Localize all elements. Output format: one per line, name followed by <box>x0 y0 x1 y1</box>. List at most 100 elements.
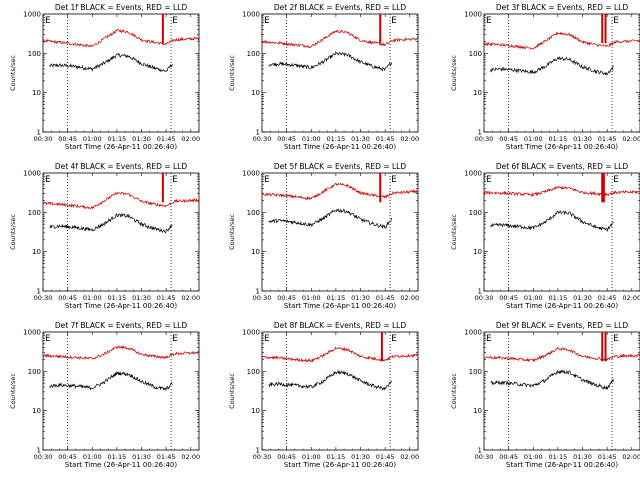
y-tick-label: 100 <box>247 50 260 58</box>
x-axis-label: Start Time (26-Apr-11 00:26:40) <box>65 143 177 151</box>
event-marker: E <box>486 334 492 344</box>
x-tick-label: 00:30 <box>475 294 494 302</box>
x-tick-label: 00:45 <box>58 294 77 302</box>
y-tick-label: 100 <box>28 209 41 217</box>
event-marker: E <box>172 16 178 26</box>
x-tick-label: 01:45 <box>376 294 395 302</box>
x-tick-label: 01:15 <box>549 453 568 461</box>
x-tick-label: 00:45 <box>277 453 296 461</box>
x-tick-label: 01:30 <box>573 453 592 461</box>
event-marker: E <box>264 334 270 344</box>
x-tick-label: 01:00 <box>83 294 102 302</box>
panel-title: Det 3f BLACK = Events, RED = LLD <box>496 3 629 12</box>
x-tick-label: 00:30 <box>34 453 53 461</box>
x-tick-label: 02:00 <box>181 135 200 143</box>
lld-series-line <box>261 346 419 363</box>
x-tick-label: 00:45 <box>58 453 77 461</box>
y-axis-label: Counts/sec <box>228 373 236 409</box>
plot-frame <box>42 172 200 292</box>
x-axis-label: Start Time (26-Apr-11 00:26:40) <box>506 461 618 469</box>
events-series-line <box>49 52 173 73</box>
x-axis-label: Start Time (26-Apr-11 00:26:40) <box>506 143 618 151</box>
x-axis-label: Start Time (26-Apr-11 00:26:40) <box>284 461 396 469</box>
events-series-line <box>49 213 173 234</box>
x-tick-label: 00:45 <box>499 135 518 143</box>
x-tick-label: 01:30 <box>351 294 370 302</box>
x-tick-label: 01:15 <box>327 135 346 143</box>
event-marker: E <box>391 175 397 185</box>
x-tick-label: 01:45 <box>598 294 617 302</box>
event-marker: E <box>613 334 619 344</box>
x-tick-label: 01:15 <box>108 294 127 302</box>
event-marker: E <box>486 175 492 185</box>
panel-det-5: Det 5f BLACK = Events, RED = LLD 1 10 100 10… <box>228 162 419 310</box>
y-tick-label: 1000 <box>23 170 41 178</box>
panel-title: Det 7f BLACK = Events, RED = LLD <box>55 321 188 330</box>
lld-series-line <box>483 346 640 363</box>
y-tick-label: 10 <box>251 407 260 415</box>
x-tick-label: 02:00 <box>622 294 640 302</box>
x-tick-label: 00:45 <box>277 135 296 143</box>
x-tick-label: 00:45 <box>277 294 296 302</box>
x-tick-label: 01:00 <box>524 294 543 302</box>
x-tick-label: 00:30 <box>475 453 494 461</box>
lld-series-line <box>261 29 419 48</box>
x-tick-label: 01:30 <box>132 453 151 461</box>
x-tick-label: 00:45 <box>499 453 518 461</box>
y-tick-label: 100 <box>469 50 482 58</box>
x-tick-label: 02:00 <box>400 135 419 143</box>
y-axis-label: Counts/sec <box>9 214 17 250</box>
y-tick-label: 1000 <box>464 170 482 178</box>
event-marker: E <box>172 334 178 344</box>
panel-det-9: Det 9f BLACK = Events, RED = LLD 1 10 100 10… <box>450 321 640 469</box>
y-tick-label: 100 <box>28 50 41 58</box>
plot-frame <box>261 13 419 133</box>
x-tick-label: 01:30 <box>132 294 151 302</box>
events-series-line <box>49 371 173 392</box>
events-series-line <box>268 369 392 391</box>
x-tick-label: 01:15 <box>108 453 127 461</box>
x-tick-label: 01:15 <box>327 294 346 302</box>
y-axis-label: Counts/sec <box>9 373 17 409</box>
panel-det-7: Det 7f BLACK = Events, RED = LLD 1 10 100 10… <box>9 321 200 469</box>
event-marker: E <box>264 16 270 26</box>
x-tick-label: 01:30 <box>351 135 370 143</box>
x-tick-label: 01:45 <box>157 294 176 302</box>
panel-det-2: Det 2f BLACK = Events, RED = LLD 1 10 100 10… <box>228 3 419 151</box>
y-tick-label: 1 <box>37 129 41 137</box>
y-tick-label: 1000 <box>464 11 482 19</box>
x-axis-label: Start Time (26-Apr-11 00:26:40) <box>506 302 618 310</box>
x-tick-label: 01:00 <box>302 294 321 302</box>
y-axis-label: Counts/sec <box>450 373 458 409</box>
x-tick-label: 00:30 <box>253 135 272 143</box>
events-series-line <box>490 209 614 232</box>
y-tick-label: 10 <box>473 248 482 256</box>
event-marker: E <box>613 175 619 185</box>
panel-title: Det 5f BLACK = Events, RED = LLD <box>274 162 407 171</box>
y-tick-label: 1 <box>37 447 41 455</box>
x-tick-label: 01:15 <box>108 135 127 143</box>
x-tick-label: 00:30 <box>34 135 53 143</box>
event-marker: E <box>172 175 178 185</box>
lld-series-line <box>483 31 640 50</box>
panel-title: Det 1f BLACK = Events, RED = LLD <box>55 3 188 12</box>
x-tick-label: 00:30 <box>253 453 272 461</box>
x-tick-label: 00:30 <box>475 135 494 143</box>
event-marker: E <box>391 334 397 344</box>
panel-title: Det 4f BLACK = Events, RED = LLD <box>55 162 188 171</box>
y-tick-label: 10 <box>473 407 482 415</box>
y-axis-label: Counts/sec <box>228 55 236 91</box>
y-tick-label: 1 <box>256 447 260 455</box>
y-tick-label: 1000 <box>242 11 260 19</box>
events-series-line <box>268 51 392 72</box>
x-tick-label: 01:00 <box>302 135 321 143</box>
x-tick-label: 01:30 <box>573 294 592 302</box>
y-tick-label: 100 <box>469 209 482 217</box>
y-tick-label: 1000 <box>464 329 482 337</box>
y-tick-label: 10 <box>251 89 260 97</box>
y-tick-label: 1 <box>478 129 482 137</box>
x-tick-label: 00:45 <box>499 294 518 302</box>
y-tick-label: 1 <box>37 288 41 296</box>
x-tick-label: 02:00 <box>400 453 419 461</box>
